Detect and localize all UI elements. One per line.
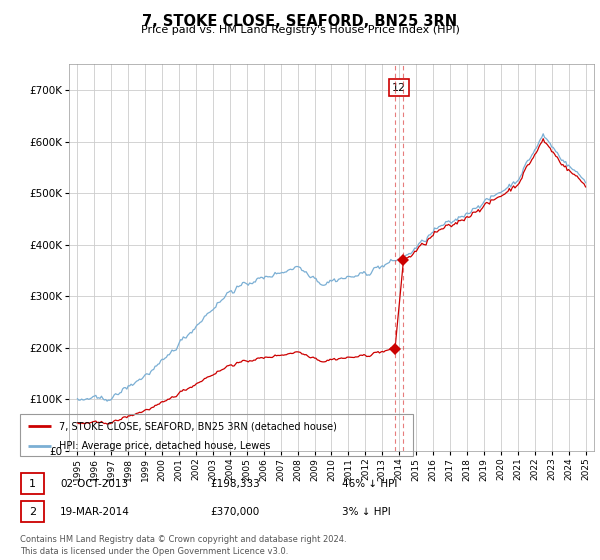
Text: HPI: Average price, detached house, Lewes: HPI: Average price, detached house, Lewe… [59,441,271,451]
Text: Contains HM Land Registry data © Crown copyright and database right 2024.
This d: Contains HM Land Registry data © Crown c… [20,535,346,556]
Text: 3% ↓ HPI: 3% ↓ HPI [342,507,391,517]
Text: 46% ↓ HPI: 46% ↓ HPI [342,479,397,489]
Text: 02-OCT-2013: 02-OCT-2013 [60,479,128,489]
Text: 19-MAR-2014: 19-MAR-2014 [60,507,130,517]
Text: 12: 12 [392,82,406,92]
Text: £370,000: £370,000 [210,507,259,517]
Text: 7, STOKE CLOSE, SEAFORD, BN25 3RN: 7, STOKE CLOSE, SEAFORD, BN25 3RN [142,14,458,29]
Text: 7, STOKE CLOSE, SEAFORD, BN25 3RN (detached house): 7, STOKE CLOSE, SEAFORD, BN25 3RN (detac… [59,421,337,431]
Text: 2: 2 [29,507,36,517]
Text: Price paid vs. HM Land Registry's House Price Index (HPI): Price paid vs. HM Land Registry's House … [140,25,460,35]
Text: 1: 1 [29,479,36,489]
Text: £198,333: £198,333 [210,479,260,489]
